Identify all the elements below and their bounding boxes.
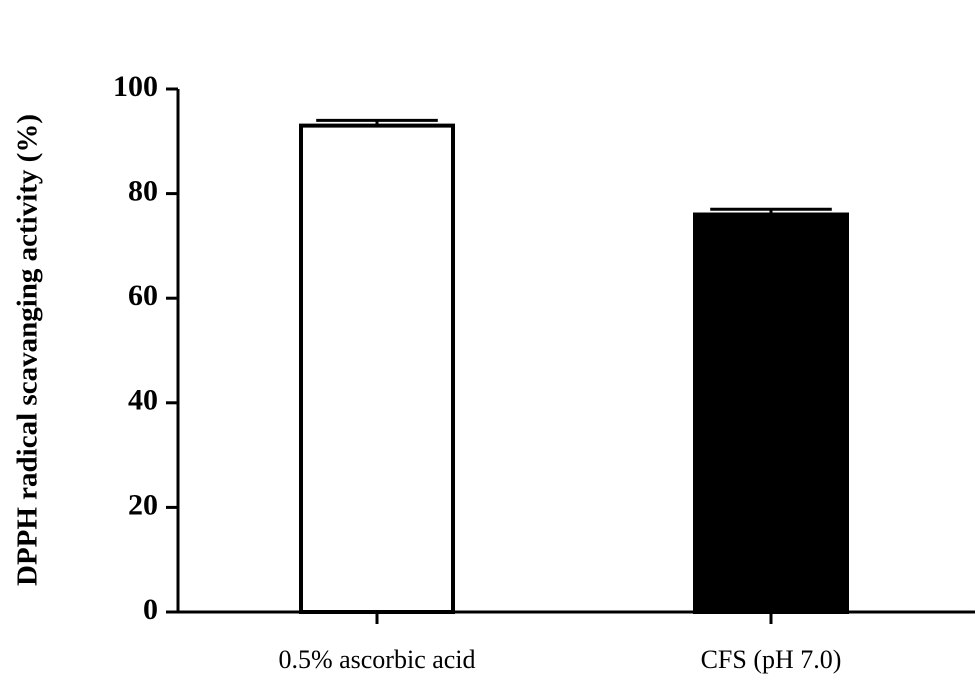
y-tick-label: 20 [128, 488, 158, 521]
x-tick-label: 0.5% ascorbic acid [278, 645, 475, 674]
y-tick-label: 80 [128, 174, 158, 207]
y-tick-label: 60 [128, 279, 158, 312]
y-tick-label: 100 [113, 70, 158, 103]
x-tick-label: CFS (pH 7.0) [701, 645, 842, 674]
y-tick-label: 0 [143, 593, 158, 626]
y-tick-label: 40 [128, 384, 158, 417]
bar [693, 212, 849, 615]
bar [299, 123, 455, 615]
y-axis-label: DPPH radical scavanging activity (%) [12, 114, 44, 586]
